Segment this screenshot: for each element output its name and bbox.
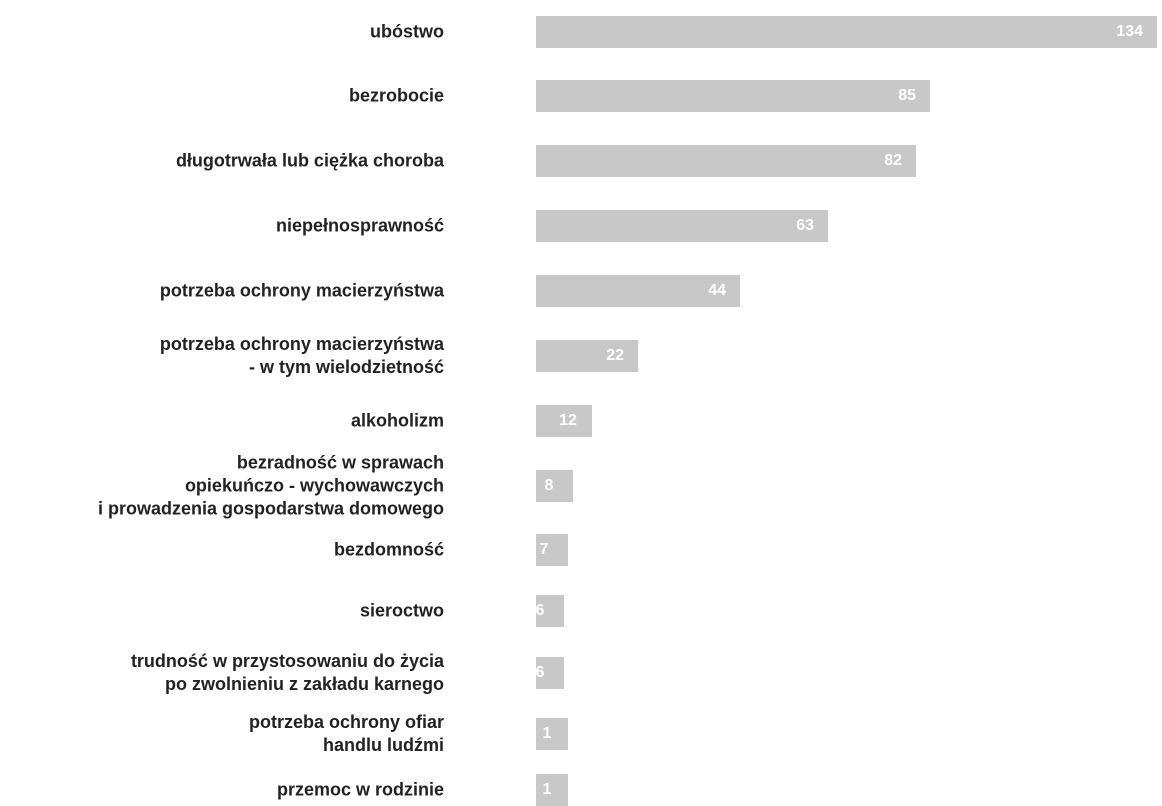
value-label: 7 <box>539 541 549 558</box>
bar <box>536 470 573 502</box>
value-label: 12 <box>559 412 577 429</box>
category-label: bezradność w sprawach opiekuńczo - wycho… <box>97 452 444 519</box>
category-label: bezdomność <box>333 539 444 560</box>
bar <box>536 16 1157 48</box>
bar <box>536 774 568 806</box>
category-label: potrzeba ochrony macierzyństwa - w tym w… <box>159 334 444 377</box>
category-label: alkoholizm <box>350 410 444 431</box>
bar <box>536 595 564 627</box>
value-label: 63 <box>796 217 814 234</box>
category-label: sieroctwo <box>359 600 444 621</box>
value-label: 134 <box>1116 23 1143 40</box>
category-label: bezrobocie <box>348 85 444 106</box>
category-label: przemoc w rodzinie <box>276 779 444 800</box>
bar <box>536 275 740 307</box>
bar <box>536 340 638 372</box>
bar <box>536 210 828 242</box>
category-label: niepełnosprawność <box>275 215 444 236</box>
value-label: 85 <box>898 87 916 104</box>
category-label: potrzeba ochrony macierzyństwa <box>159 280 444 301</box>
value-label: 82 <box>884 152 902 169</box>
value-label: 44 <box>708 282 726 299</box>
category-label: ubóstwo <box>370 21 444 42</box>
bar <box>536 657 564 689</box>
category-label: długotrwała lub ciężka choroba <box>175 150 444 171</box>
value-label: 22 <box>606 347 624 364</box>
bar <box>536 718 568 750</box>
value-label: 1 <box>542 781 552 798</box>
category-label: trudność w przystosowaniu do życia po zw… <box>130 651 444 694</box>
bar <box>536 80 930 112</box>
bar <box>536 405 592 437</box>
value-label: 1 <box>542 725 552 742</box>
value-label: 8 <box>544 477 554 494</box>
bar <box>536 534 568 566</box>
value-label: 6 <box>535 602 545 619</box>
category-label: potrzeba ochrony ofiar handlu ludźmi <box>248 712 444 755</box>
bar <box>536 145 916 177</box>
value-label: 6 <box>535 664 545 681</box>
